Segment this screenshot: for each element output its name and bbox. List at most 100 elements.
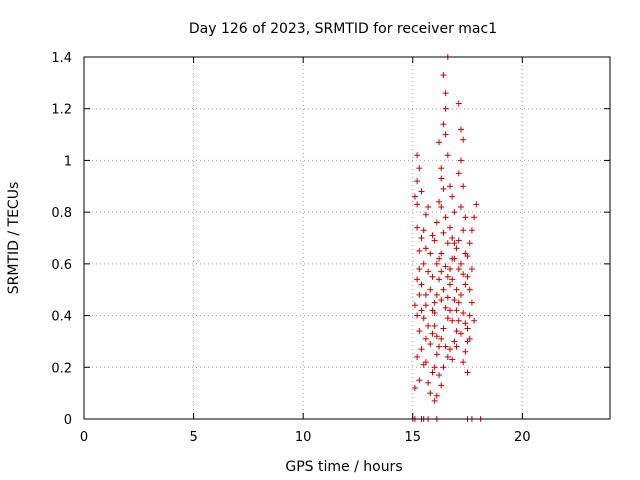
data-point <box>466 312 473 319</box>
data-point <box>411 193 418 200</box>
data-point <box>471 317 478 324</box>
data-point <box>457 260 464 267</box>
y-tick-label: 1 <box>64 154 72 169</box>
plot-frame <box>83 56 611 420</box>
data-point <box>460 359 467 366</box>
data-point <box>438 175 445 182</box>
data-point <box>444 294 451 301</box>
data-point <box>414 201 421 208</box>
data-point <box>455 317 462 324</box>
data-point <box>431 322 438 329</box>
data-point <box>466 335 473 342</box>
data-point <box>442 105 449 112</box>
y-tick-label: 1.4 <box>51 51 72 66</box>
data-point <box>438 382 445 389</box>
data-point <box>453 286 460 293</box>
y-tick-label: 0.6 <box>51 258 72 273</box>
x-tick-label: 10 <box>295 430 312 445</box>
data-point <box>433 351 440 358</box>
data-point <box>440 72 447 79</box>
data-point <box>436 372 443 379</box>
data-point <box>436 343 443 350</box>
data-point <box>422 245 429 252</box>
data-point <box>455 266 462 273</box>
data-point <box>425 322 432 329</box>
x-tick-label: 15 <box>404 430 421 445</box>
data-points <box>409 54 484 422</box>
data-point <box>453 307 460 314</box>
data-point <box>438 297 445 304</box>
data-point <box>431 397 438 404</box>
data-point <box>418 346 425 353</box>
data-point <box>418 235 425 241</box>
data-point <box>447 183 454 190</box>
data-point <box>455 237 462 244</box>
data-point <box>436 255 443 262</box>
tick-layer: 0 5 10 15 20 0 0.2 0.4 0.6 0.8 1 1.2 1.4 <box>51 51 610 445</box>
data-point <box>440 364 447 371</box>
data-point <box>447 281 454 288</box>
data-point <box>464 369 471 376</box>
data-point <box>457 330 464 337</box>
data-point <box>464 273 471 280</box>
data-point <box>444 353 451 360</box>
data-point <box>449 255 456 262</box>
chart-title: Day 126 of 2023, SRMTID for receiver mac… <box>189 21 497 37</box>
data-point <box>433 392 440 399</box>
data-point <box>438 335 445 342</box>
data-point <box>414 276 421 283</box>
data-point <box>444 315 451 322</box>
x-axis-label: GPS time / hours <box>285 459 402 475</box>
data-point <box>451 338 458 345</box>
data-point <box>436 139 443 146</box>
data-point <box>453 328 460 335</box>
data-point <box>457 203 464 210</box>
data-point <box>420 227 427 234</box>
data-point <box>449 356 456 363</box>
data-point <box>460 136 467 143</box>
data-point <box>425 268 432 275</box>
data-point <box>431 364 438 371</box>
data-point <box>422 211 429 218</box>
data-point <box>433 260 440 267</box>
data-point <box>411 384 418 391</box>
data-point <box>468 299 475 306</box>
data-point <box>447 224 454 231</box>
data-point <box>422 359 429 366</box>
x-tick-label: 5 <box>189 430 197 445</box>
data-point <box>440 121 447 128</box>
data-point <box>414 353 421 360</box>
data-point <box>444 273 451 280</box>
data-point <box>444 240 451 247</box>
data-point <box>429 307 436 314</box>
data-point <box>453 343 460 350</box>
data-point <box>451 297 458 304</box>
data-point <box>449 276 456 283</box>
data-point <box>427 341 434 348</box>
data-point <box>440 286 447 293</box>
data-point <box>433 219 440 226</box>
data-point <box>431 299 438 306</box>
data-point <box>416 266 423 273</box>
data-point <box>466 240 473 247</box>
data-point <box>442 343 449 350</box>
data-point <box>451 240 458 247</box>
data-point <box>462 320 469 327</box>
data-point <box>436 198 443 205</box>
data-point <box>471 214 478 221</box>
data-point <box>460 227 467 234</box>
data-point <box>418 188 425 195</box>
data-point <box>414 152 421 159</box>
data-point <box>438 250 445 257</box>
data-point <box>418 307 425 314</box>
data-point <box>442 90 449 97</box>
data-point <box>427 250 434 257</box>
data-point <box>422 291 429 298</box>
data-point <box>460 271 467 278</box>
data-point <box>468 266 475 273</box>
x-tick-label: 0 <box>80 430 88 445</box>
data-point <box>418 281 425 288</box>
data-point <box>455 299 462 306</box>
y-tick-label: 0 <box>64 413 72 428</box>
data-point <box>455 170 462 177</box>
